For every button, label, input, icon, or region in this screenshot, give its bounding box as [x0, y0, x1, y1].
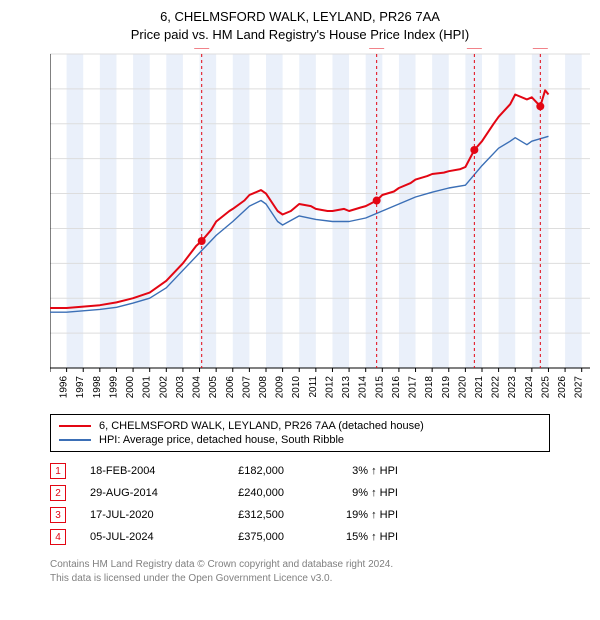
legend-row: HPI: Average price, detached house, Sout… — [59, 433, 541, 447]
marker-row: 3 17-JUL-2020 £312,500 19% ↑ HPI — [50, 504, 550, 526]
legend-row: 6, CHELMSFORD WALK, LEYLAND, PR26 7AA (d… — [59, 419, 541, 433]
legend-label: 6, CHELMSFORD WALK, LEYLAND, PR26 7AA (d… — [99, 420, 424, 432]
svg-text:2001: 2001 — [142, 376, 153, 399]
marker-pct: 3% ↑ HPI — [308, 465, 398, 477]
svg-text:1999: 1999 — [108, 376, 119, 399]
svg-text:2025: 2025 — [540, 376, 551, 399]
svg-text:2011: 2011 — [308, 376, 319, 398]
svg-text:2004: 2004 — [192, 376, 203, 399]
svg-text:2013: 2013 — [341, 376, 352, 399]
footer: Contains HM Land Registry data © Crown c… — [50, 558, 550, 586]
legend: 6, CHELMSFORD WALK, LEYLAND, PR26 7AA (d… — [50, 414, 550, 452]
svg-text:2009: 2009 — [275, 376, 286, 399]
svg-text:2023: 2023 — [507, 376, 518, 399]
svg-text:2024: 2024 — [524, 376, 535, 399]
marker-price: £312,500 — [214, 509, 284, 521]
footer-line-2: This data is licensed under the Open Gov… — [50, 572, 550, 586]
svg-text:1996: 1996 — [59, 376, 70, 399]
svg-text:2007: 2007 — [241, 376, 252, 399]
legend-label: HPI: Average price, detached house, Sout… — [99, 434, 344, 446]
title-block: 6, CHELMSFORD WALK, LEYLAND, PR26 7AA Pr… — [0, 0, 600, 48]
svg-text:2015: 2015 — [374, 376, 385, 399]
svg-text:2019: 2019 — [441, 376, 452, 399]
marker-pct: 9% ↑ HPI — [308, 487, 398, 499]
price-chart-svg: £0£50K£100K£150K£200K£250K£300K£350K£400… — [50, 48, 590, 408]
marker-price: £375,000 — [214, 531, 284, 543]
svg-text:2006: 2006 — [225, 376, 236, 399]
svg-text:2000: 2000 — [125, 376, 136, 399]
marker-row: 2 29-AUG-2014 £240,000 9% ↑ HPI — [50, 482, 550, 504]
legend-swatch — [59, 425, 91, 427]
svg-text:2016: 2016 — [391, 376, 402, 399]
svg-text:2014: 2014 — [358, 376, 369, 399]
svg-text:2008: 2008 — [258, 376, 269, 399]
svg-text:2027: 2027 — [574, 376, 585, 399]
svg-text:2010: 2010 — [291, 376, 302, 399]
chart-area: £0£50K£100K£150K£200K£250K£300K£350K£400… — [0, 48, 600, 408]
marker-badge: 2 — [50, 485, 66, 501]
svg-text:1997: 1997 — [75, 376, 86, 399]
marker-row: 1 18-FEB-2004 £182,000 3% ↑ HPI — [50, 460, 550, 482]
marker-price: £240,000 — [214, 487, 284, 499]
svg-text:2002: 2002 — [158, 376, 169, 399]
marker-price: £182,000 — [214, 465, 284, 477]
marker-date: 17-JUL-2020 — [90, 509, 190, 521]
svg-text:2005: 2005 — [208, 376, 219, 399]
marker-date: 29-AUG-2014 — [90, 487, 190, 499]
markers-table: 1 18-FEB-2004 £182,000 3% ↑ HPI 2 29-AUG-2014… — [50, 460, 550, 548]
title-line-2: Price paid vs. HM Land Registry's House … — [0, 26, 600, 44]
marker-date: 18-FEB-2004 — [90, 465, 190, 477]
marker-row: 4 05-JUL-2024 £375,000 15% ↑ HPI — [50, 526, 550, 548]
marker-badge: 4 — [50, 529, 66, 545]
footer-line-1: Contains HM Land Registry data © Crown c… — [50, 558, 550, 572]
title-line-1: 6, CHELMSFORD WALK, LEYLAND, PR26 7AA — [0, 8, 600, 26]
svg-text:2021: 2021 — [474, 376, 485, 399]
marker-badge: 1 — [50, 463, 66, 479]
marker-pct: 15% ↑ HPI — [308, 531, 398, 543]
svg-text:2022: 2022 — [491, 376, 502, 399]
chart-container: 6, CHELMSFORD WALK, LEYLAND, PR26 7AA Pr… — [0, 0, 600, 586]
svg-text:2012: 2012 — [324, 376, 335, 399]
marker-date: 05-JUL-2024 — [90, 531, 190, 543]
svg-text:1998: 1998 — [92, 376, 103, 399]
svg-text:2017: 2017 — [408, 376, 419, 399]
svg-text:2003: 2003 — [175, 376, 186, 399]
svg-text:2018: 2018 — [424, 376, 435, 399]
svg-text:2026: 2026 — [557, 376, 568, 399]
svg-text:1995: 1995 — [50, 376, 53, 399]
marker-pct: 19% ↑ HPI — [308, 509, 398, 521]
legend-swatch — [59, 439, 91, 441]
svg-text:2020: 2020 — [457, 376, 468, 399]
marker-badge: 3 — [50, 507, 66, 523]
